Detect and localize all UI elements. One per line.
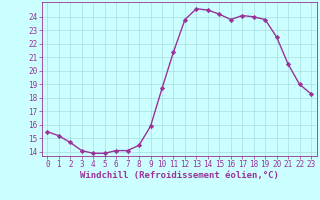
X-axis label: Windchill (Refroidissement éolien,°C): Windchill (Refroidissement éolien,°C) (80, 171, 279, 180)
